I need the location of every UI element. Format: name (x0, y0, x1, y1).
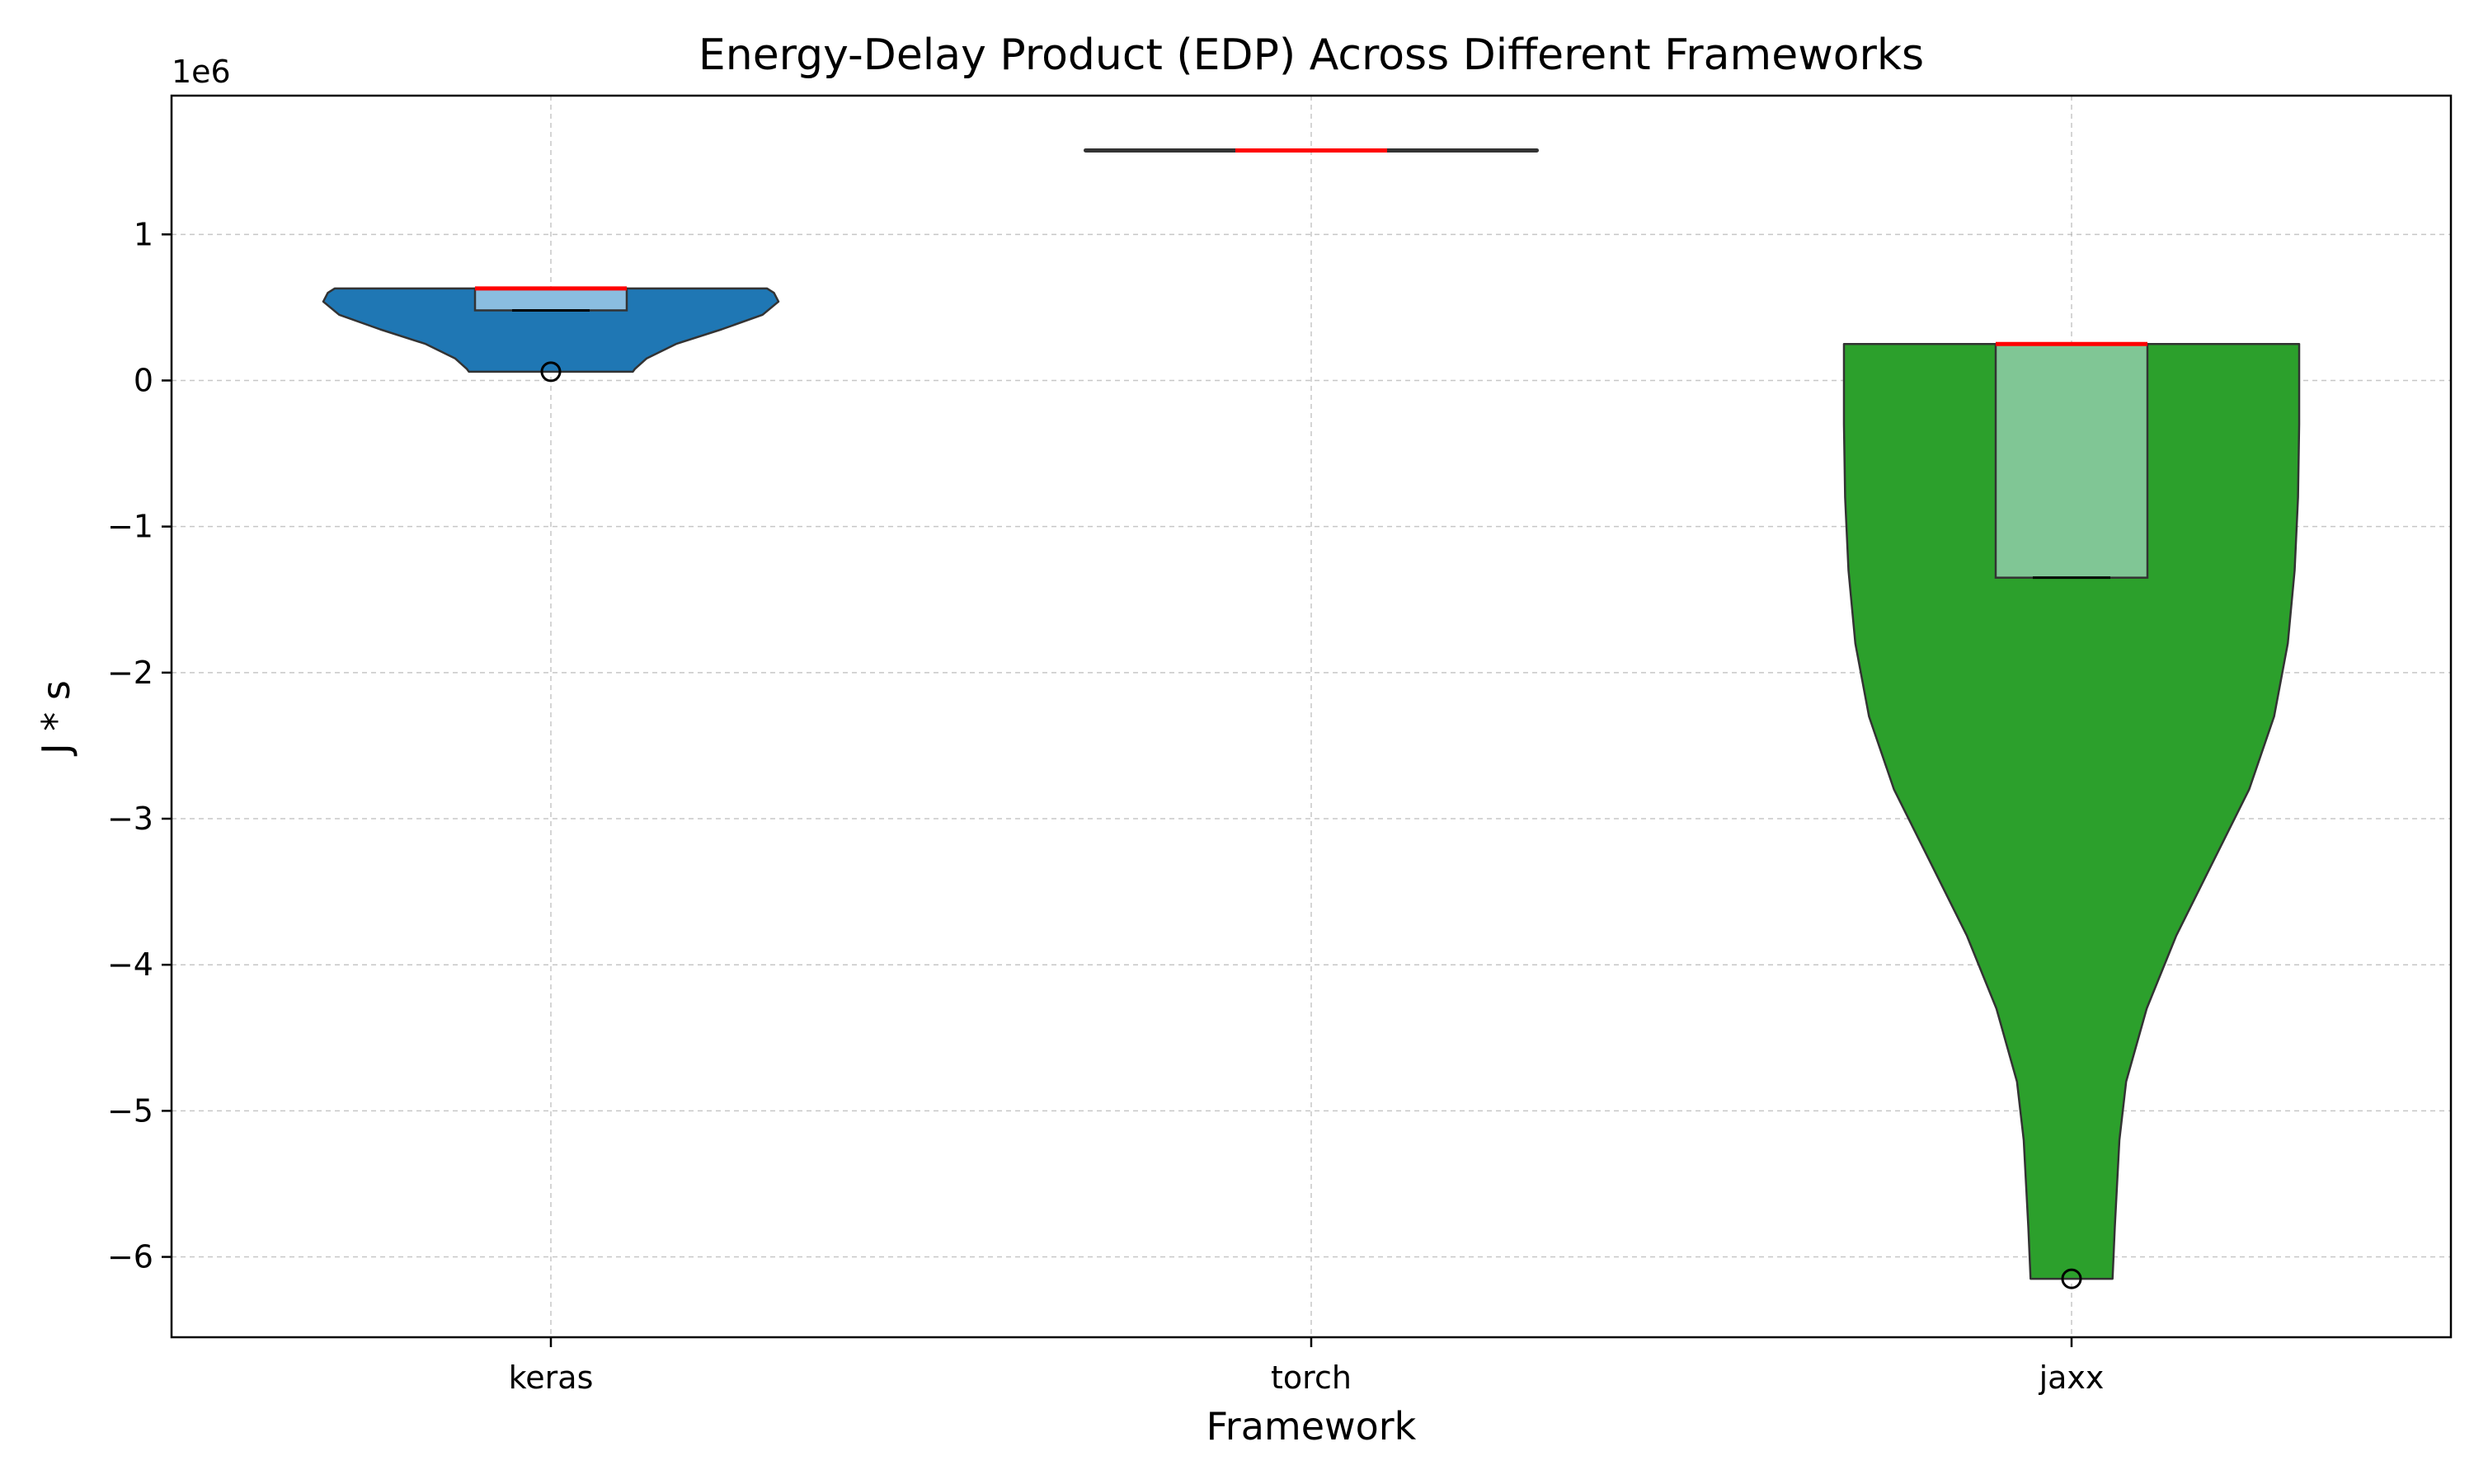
outlier-point-keras (540, 361, 562, 383)
y-tick-label: 1 (134, 216, 153, 252)
y-tick-label: −6 (107, 1239, 153, 1275)
y-tick-label: −5 (107, 1092, 153, 1129)
x-tick-label: jaxx (2039, 1360, 2105, 1396)
y-axis-label: J * s (34, 680, 78, 757)
y-tick-label: 0 (134, 362, 153, 398)
y-axis-offset-label: 1e6 (172, 54, 231, 90)
violin-body-jaxx (1842, 342, 2301, 1280)
x-tick-label: torch (1271, 1360, 1352, 1396)
axes: −6 −5 −4 −3 −2 −1 0 1 keras torch jaxx (107, 94, 2453, 1396)
x-tick-label: keras (509, 1360, 594, 1396)
violin-body-keras (322, 287, 780, 373)
box-keras (473, 287, 628, 312)
y-tick-label: −4 (107, 946, 153, 983)
x-axis-label: Framework (1206, 1404, 1417, 1449)
outlier-point-jaxx (2061, 1268, 2082, 1289)
y-tick-label: −1 (107, 509, 153, 545)
box-jaxx (1994, 342, 2149, 579)
y-tick-label: −3 (107, 801, 153, 837)
chart-title: Energy-Delay Product (EDP) Across Differ… (698, 31, 1924, 80)
y-tick-label: −2 (107, 655, 153, 691)
violins (322, 148, 2301, 1289)
